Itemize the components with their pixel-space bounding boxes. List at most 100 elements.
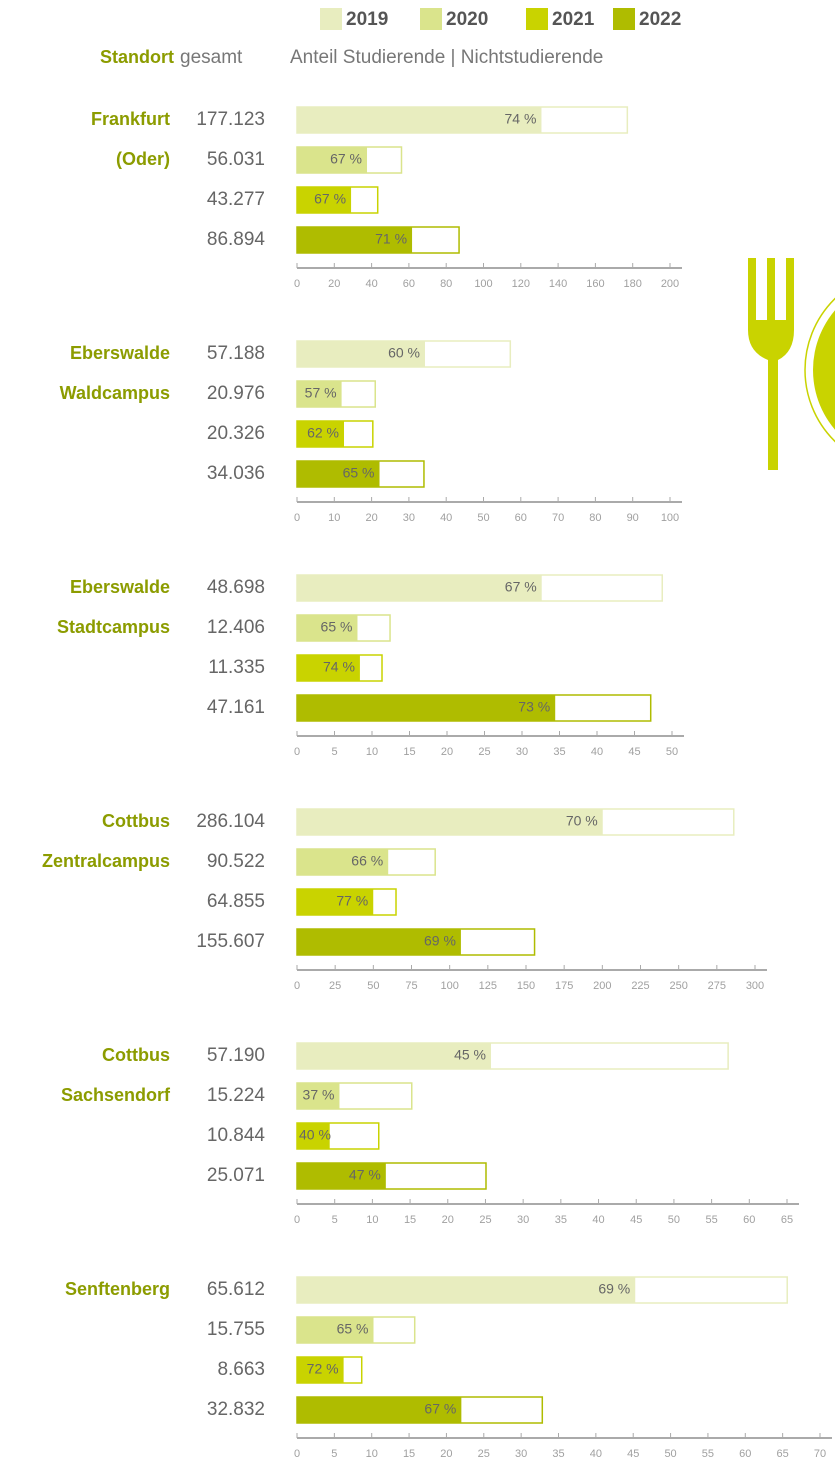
x-tick-label: 175	[555, 980, 573, 992]
x-tick-label: 45	[628, 746, 640, 758]
share-label: 74 %	[505, 111, 537, 127]
x-tick-label: 30	[517, 1214, 529, 1226]
x-tick-label: 10	[366, 746, 378, 758]
x-tick-label: 300	[746, 980, 764, 992]
chart-title: Waldcampus	[60, 383, 170, 403]
chart-title: Senftenberg	[65, 1279, 170, 1299]
total-label: 155.607	[196, 931, 265, 952]
x-tick-label: 25	[329, 980, 341, 992]
chart-title: Eberswalde	[70, 577, 170, 597]
total-label: 15.755	[207, 1319, 265, 1340]
share-label: 57 %	[305, 385, 337, 401]
x-tick-label: 55	[702, 1448, 714, 1460]
share-label: 45 %	[454, 1047, 486, 1063]
x-tick-label: 60	[743, 1214, 755, 1226]
share-label: 74 %	[323, 659, 355, 675]
share-label: 65 %	[337, 1321, 369, 1337]
chart-title: Sachsendorf	[61, 1085, 171, 1105]
share-label: 37 %	[303, 1087, 335, 1103]
x-tick-label: 70	[814, 1448, 826, 1460]
legend-label: 2020	[446, 9, 488, 30]
x-tick-label: 45	[627, 1448, 639, 1460]
x-tick-label: 0	[294, 1214, 300, 1226]
chart-title: Stadtcampus	[57, 617, 170, 637]
total-label: 20.326	[207, 423, 265, 444]
legend-label: 2021	[552, 9, 595, 30]
x-tick-label: 5	[331, 746, 337, 758]
x-tick-label: 35	[555, 1214, 567, 1226]
share-label: 67 %	[424, 1401, 456, 1417]
x-tick-label: 15	[403, 746, 415, 758]
share-label: 73 %	[518, 699, 550, 715]
x-tick-label: 0	[294, 980, 300, 992]
x-tick-label: 15	[403, 1448, 415, 1460]
share-label: 67 %	[330, 151, 362, 167]
x-tick-label: 40	[590, 1448, 602, 1460]
x-tick-label: 40	[592, 1214, 604, 1226]
x-tick-label: 40	[440, 512, 452, 524]
x-tick-label: 75	[405, 980, 417, 992]
share-label: 67 %	[505, 579, 537, 595]
infographic: Standort gesamt Anteil Studierende | Nic…	[0, 0, 835, 1468]
x-tick-label: 10	[328, 512, 340, 524]
chart-title: Cottbus	[102, 811, 170, 831]
x-tick-label: 20	[441, 746, 453, 758]
total-label: 64.855	[207, 891, 265, 912]
share-label: 67 %	[314, 191, 346, 207]
x-tick-label: 250	[669, 980, 687, 992]
total-label: 57.190	[207, 1045, 265, 1066]
share-label: 70 %	[566, 813, 598, 829]
x-tick-label: 275	[708, 980, 726, 992]
header-total: gesamt	[180, 47, 243, 68]
x-tick-label: 10	[366, 1448, 378, 1460]
share-label: 62 %	[307, 425, 339, 441]
x-tick-label: 0	[294, 1448, 300, 1460]
x-tick-label: 30	[516, 746, 528, 758]
x-tick-label: 180	[624, 278, 642, 290]
header-share: Anteil Studierende | Nichtstudierende	[290, 47, 603, 68]
x-tick-label: 160	[586, 278, 604, 290]
share-label: 69 %	[598, 1281, 630, 1297]
x-tick-label: 5	[332, 1214, 338, 1226]
total-label: 43.277	[207, 189, 265, 210]
x-tick-label: 20	[365, 512, 377, 524]
x-tick-label: 90	[627, 512, 639, 524]
bar-students	[297, 809, 603, 835]
x-tick-label: 0	[294, 278, 300, 290]
chart: CottbusZentralcampus286.10470 %90.52266 …	[42, 809, 767, 992]
total-label: 56.031	[207, 149, 265, 170]
x-tick-label: 45	[630, 1214, 642, 1226]
total-label: 8.663	[217, 1359, 265, 1380]
x-tick-label: 5	[331, 1448, 337, 1460]
total-label: 47.161	[207, 697, 265, 718]
share-label: 72 %	[307, 1361, 339, 1377]
total-label: 20.976	[207, 383, 265, 404]
x-tick-label: 60	[403, 278, 415, 290]
total-label: 12.406	[207, 617, 265, 638]
x-tick-label: 0	[294, 746, 300, 758]
total-label: 286.104	[196, 811, 265, 832]
total-label: 34.036	[207, 463, 265, 484]
x-tick-label: 50	[477, 512, 489, 524]
total-label: 86.894	[207, 229, 266, 250]
x-tick-label: 20	[442, 1214, 454, 1226]
x-tick-label: 80	[440, 278, 452, 290]
x-tick-label: 15	[404, 1214, 416, 1226]
x-tick-label: 60	[739, 1448, 751, 1460]
bar-students	[297, 695, 555, 721]
x-tick-label: 70	[552, 512, 564, 524]
x-tick-label: 25	[478, 1448, 490, 1460]
total-label: 11.335	[208, 657, 265, 678]
share-label: 60 %	[388, 345, 420, 361]
total-label: 65.612	[207, 1279, 265, 1300]
legend-swatch	[420, 8, 442, 30]
x-tick-label: 40	[365, 278, 377, 290]
x-tick-label: 200	[661, 278, 679, 290]
x-tick-label: 150	[517, 980, 535, 992]
total-label: 32.832	[207, 1399, 265, 1420]
legend-swatch	[613, 8, 635, 30]
x-tick-label: 60	[515, 512, 527, 524]
share-label: 69 %	[424, 933, 456, 949]
